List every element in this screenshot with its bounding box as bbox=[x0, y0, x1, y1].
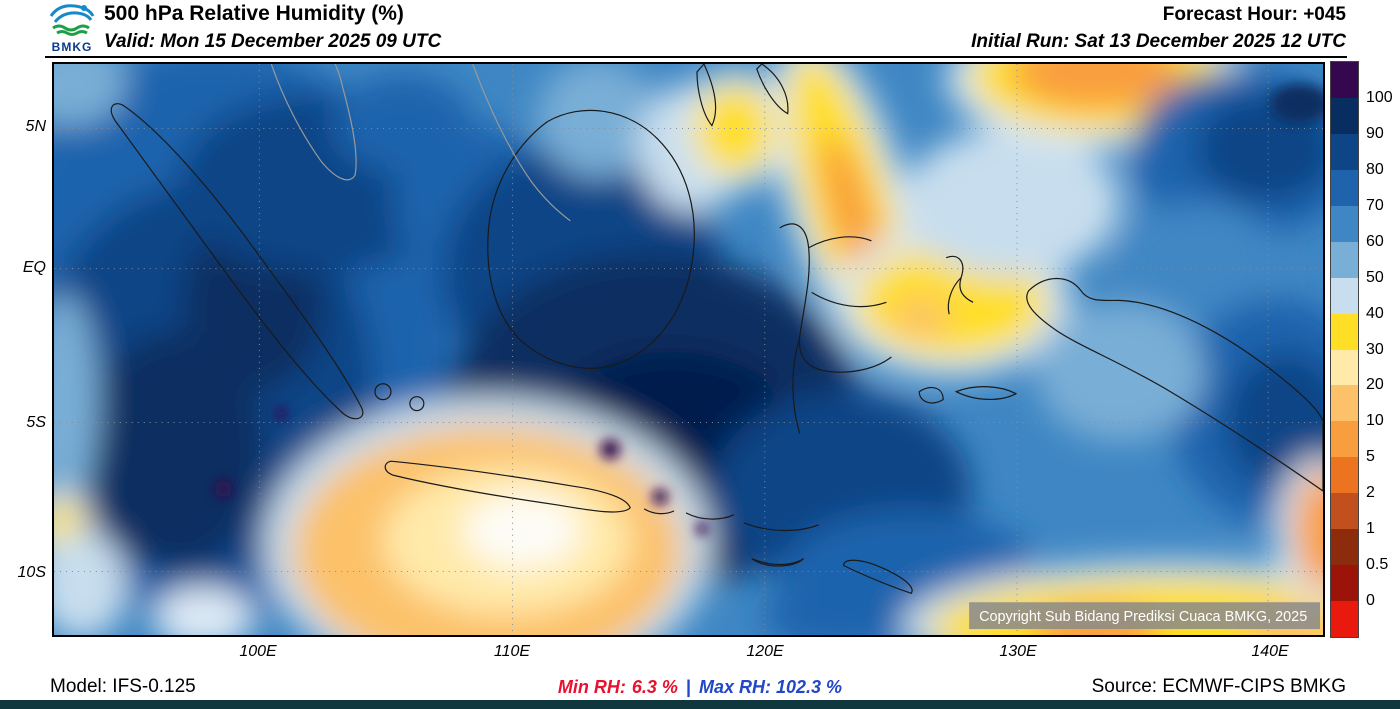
humidity-map: Copyright Sub Bidang Prediksi Cuaca BMKG… bbox=[52, 62, 1325, 637]
colorbar-segment bbox=[1331, 493, 1358, 530]
colorbar-tick-label: 90 bbox=[1366, 124, 1384, 142]
bottom-bar bbox=[0, 700, 1400, 709]
colorbar-tick-label: 0.5 bbox=[1366, 556, 1389, 574]
foreign-coastlines bbox=[270, 64, 571, 222]
rh-extremes: Min RH: 6.3 % | Max RH: 102.3 % bbox=[0, 677, 1400, 698]
colorbar-segment bbox=[1331, 133, 1358, 170]
colorbar-tick-label: 40 bbox=[1366, 304, 1384, 322]
colorbar-segment bbox=[1331, 421, 1358, 458]
colorbar-tick-label: 50 bbox=[1366, 268, 1384, 286]
colorbar-tick-label: 60 bbox=[1366, 232, 1384, 250]
colorbar-segment bbox=[1331, 313, 1358, 350]
colorbar-segment bbox=[1331, 97, 1358, 134]
min-rh-label: Min RH: bbox=[557, 677, 626, 697]
colorbar-tick-label: 80 bbox=[1366, 160, 1384, 178]
saturated-cores bbox=[214, 83, 1323, 535]
lat-tick-eq: EQ bbox=[22, 259, 46, 276]
colorbar-segment bbox=[1331, 241, 1358, 278]
lon-tick-100e: 100E bbox=[239, 643, 277, 660]
colorbar-segment bbox=[1331, 62, 1358, 98]
lat-tick-10s: 10S bbox=[17, 564, 46, 581]
lat-tick-5n: 5N bbox=[25, 118, 46, 135]
colorbar-tick-label: 30 bbox=[1366, 340, 1384, 358]
stat-separator: | bbox=[685, 677, 691, 697]
colorbar-segment bbox=[1331, 205, 1358, 242]
colorbar-segment bbox=[1331, 529, 1358, 566]
colorbar-tick-label: 1 bbox=[1366, 520, 1375, 538]
header-divider bbox=[45, 56, 1347, 58]
colorbar-segment bbox=[1331, 457, 1358, 494]
colorbar-labels: 100 90 80 70 60 50 40 30 20 10 5 2 1 0.5 0 bbox=[1366, 0, 1400, 709]
colorbar-tick-label: 2 bbox=[1366, 484, 1375, 502]
source-label: Source: ECMWF-CIPS BMKG bbox=[1091, 676, 1346, 697]
colorbar-segment bbox=[1331, 169, 1358, 206]
bmkg-logo-label: BMKG bbox=[51, 40, 93, 54]
valid-time-label: Valid: Mon 15 December 2025 09 UTC bbox=[104, 31, 442, 52]
colorbar-tick-label: 70 bbox=[1366, 196, 1384, 214]
colorbar-segment bbox=[1331, 565, 1358, 602]
colorbar-tick-label: 5 bbox=[1366, 448, 1375, 466]
lat-tick-5s: 5S bbox=[26, 414, 46, 431]
copyright-overlay: Copyright Sub Bidang Prediksi Cuaca BMKG… bbox=[969, 602, 1321, 630]
copyright-text: Copyright Sub Bidang Prediksi Cuaca BMKG… bbox=[979, 609, 1307, 625]
bmkg-logo-icon bbox=[49, 4, 95, 36]
model-label: Model: IFS-0.125 bbox=[50, 676, 196, 697]
lon-tick-130e: 130E bbox=[999, 643, 1037, 660]
colorbar-tick-label: 20 bbox=[1366, 376, 1384, 394]
colorbar-segment bbox=[1331, 277, 1358, 314]
humidity-field-svg: Copyright Sub Bidang Prediksi Cuaca BMKG… bbox=[54, 64, 1323, 635]
colorbar-tick-label: 0 bbox=[1366, 592, 1375, 610]
colorbar-tick-label: 10 bbox=[1366, 412, 1384, 430]
colorbar bbox=[1330, 61, 1359, 638]
lon-tick-140e: 140E bbox=[1251, 643, 1289, 660]
forecast-hour-label: Forecast Hour: +045 bbox=[1162, 4, 1346, 25]
max-rh-value: 102.3 % bbox=[776, 677, 843, 697]
colorbar-segment bbox=[1331, 349, 1358, 386]
graticule bbox=[54, 64, 1323, 635]
coastlines bbox=[110, 64, 1323, 595]
bmkg-logo: BMKG bbox=[44, 1, 100, 55]
max-rh-label: Max RH: bbox=[698, 677, 771, 697]
min-rh-value: 6.3 % bbox=[631, 677, 678, 697]
colorbar-segment bbox=[1331, 385, 1358, 422]
lon-tick-110e: 110E bbox=[493, 643, 531, 660]
initial-run-label: Initial Run: Sat 13 December 2025 12 UTC bbox=[971, 31, 1346, 52]
colorbar-segment bbox=[1331, 601, 1358, 637]
page-title: 500 hPa Relative Humidity (%) bbox=[104, 2, 404, 25]
lon-tick-120e: 120E bbox=[746, 643, 784, 660]
colorbar-tick-label: 100 bbox=[1366, 88, 1393, 106]
